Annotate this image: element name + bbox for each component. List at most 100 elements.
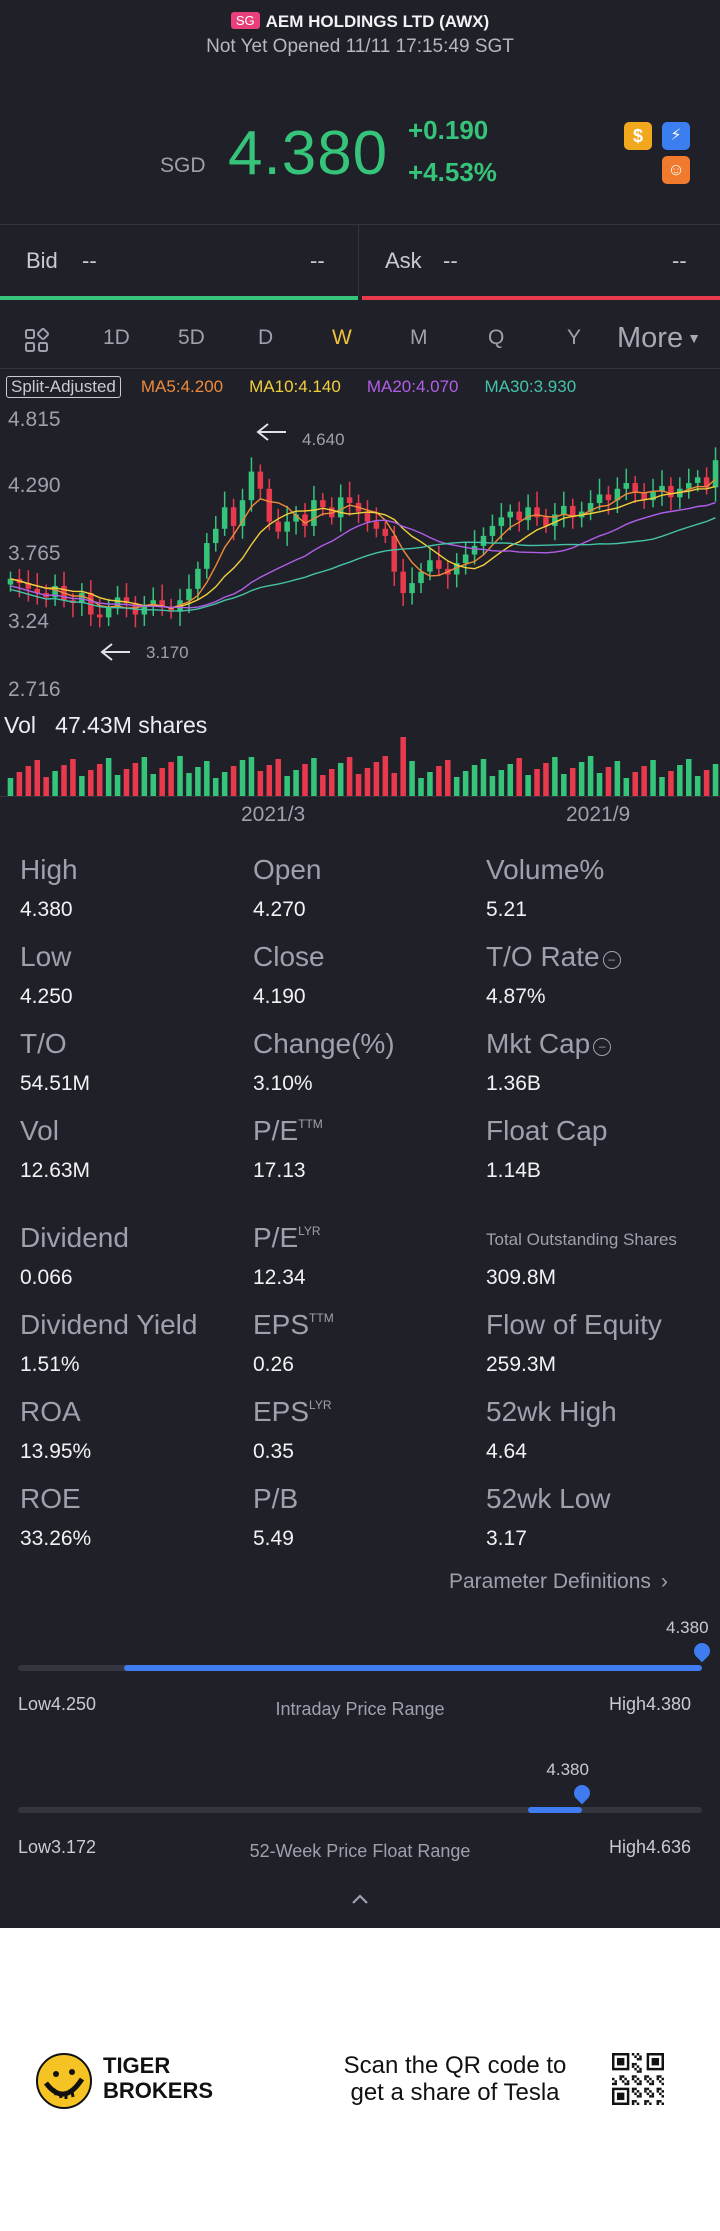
week52-range-fill (527, 1807, 583, 1813)
flash-icon[interactable]: ⚡ (662, 122, 690, 150)
ask-size: -- (672, 248, 687, 273)
week52-marker-icon (571, 1781, 594, 1805)
info-icon[interactable]: – (602, 951, 621, 969)
volume-bar (195, 767, 201, 796)
volume-bar (43, 777, 49, 796)
candle-body (427, 560, 433, 572)
info-icon[interactable]: – (593, 1038, 612, 1056)
tab-5d[interactable]: 5D (178, 326, 205, 349)
tab-m[interactable]: M (410, 326, 428, 349)
eps-lyr-label: EPSLYR (253, 1396, 331, 1428)
eps-sup: TTM (309, 1311, 334, 1325)
volume-bar (105, 758, 112, 796)
divider (358, 225, 359, 297)
volume-bar (266, 765, 273, 796)
tab-w[interactable]: W (332, 326, 352, 349)
candle-body (328, 507, 335, 518)
candle-body (96, 614, 103, 618)
intraday-range-fill (124, 1665, 702, 1671)
candle-body (614, 488, 621, 501)
scan-line: get a share of Tesla (350, 2079, 560, 2106)
change-pct-value: 3.10% (253, 1072, 313, 1095)
candle-body (462, 554, 469, 564)
total-shares-label: Total Outstanding Shares (486, 1230, 677, 1249)
roa-value: 13.95% (20, 1440, 92, 1463)
open-value: 4.270 (253, 898, 306, 921)
candle-body (453, 563, 460, 575)
more-label: More (617, 322, 684, 354)
candlestick-chart[interactable] (0, 398, 720, 798)
mkt-cap-label: Mkt Cap – (486, 1028, 612, 1060)
high-mark-label: 4.640 (302, 430, 345, 449)
volume-bar (346, 757, 353, 796)
tab-1d[interactable]: 1D (103, 326, 130, 349)
candle-body (212, 528, 219, 544)
roe-label: ROE (20, 1483, 81, 1514)
currency-label: SGD (160, 154, 206, 177)
volume-bar (445, 760, 451, 796)
ma20-line (10, 501, 716, 609)
high-label: High (20, 854, 78, 885)
candle-body (311, 500, 317, 526)
dollar-icon[interactable]: $ (624, 122, 652, 150)
candle-body (168, 607, 174, 612)
candle-body (650, 491, 656, 501)
volume-bar (355, 774, 362, 796)
pe-lyr-value: 12.34 (253, 1266, 306, 1289)
volume-bar (400, 737, 406, 796)
candle-body (114, 597, 121, 608)
bid-bar (0, 296, 358, 300)
low-marker (100, 643, 130, 661)
candle-body (552, 514, 558, 526)
stock-title: SG AEM HOLDINGS LTD (AWX) (0, 12, 720, 32)
bid-size: -- (310, 248, 325, 273)
candle-body (525, 507, 531, 521)
tab-more[interactable]: More ▼ (617, 318, 701, 358)
week52-range-track (18, 1807, 702, 1813)
split-adjusted-toggle[interactable]: Split-Adjusted (6, 376, 121, 398)
divider (0, 368, 720, 369)
volume-bar (650, 760, 656, 796)
volume-bar (79, 776, 85, 796)
candle-body (302, 514, 308, 526)
volume-bar (284, 776, 290, 796)
volume-label: Vol 47.43M shares (4, 712, 207, 739)
roa-label: ROA (20, 1396, 81, 1427)
market-status: Not Yet Opened 11/11 17:15:49 SGT (206, 36, 514, 57)
collapse-chevron-icon[interactable] (349, 1888, 371, 1910)
volume-bar (552, 757, 558, 796)
pe-text: P/E (253, 1115, 299, 1146)
tab-q[interactable]: Q (488, 326, 505, 349)
eps-ttm-value: 0.26 (253, 1353, 294, 1376)
parameter-definitions-link[interactable]: Parameter Definitions › (449, 1570, 668, 1594)
candle-body (204, 543, 210, 569)
candle-body (7, 578, 14, 585)
volume-bar (561, 774, 567, 796)
volume-bar (230, 766, 237, 796)
volume-bar (221, 772, 228, 796)
to-value: 54.51M (20, 1072, 91, 1095)
volume-bar (373, 762, 380, 796)
y-tick-label: 3.24 (8, 610, 49, 633)
tab-d[interactable]: D (258, 326, 274, 349)
y-tick-label: 2.716 (8, 678, 61, 701)
eps-ttm-label: EPSTTM (253, 1309, 334, 1341)
volume-bar (453, 777, 460, 796)
candle-body (507, 511, 514, 518)
candle-body (694, 477, 701, 484)
tab-y[interactable]: Y (567, 326, 582, 349)
vol-stat-label: Vol (20, 1115, 59, 1146)
date-label: 2021/9 (566, 803, 631, 826)
candle-body (52, 585, 58, 598)
candle-body (346, 497, 353, 504)
volume-bar (293, 770, 299, 796)
tiger-icon[interactable]: ☺ (662, 156, 690, 184)
volume-bar (168, 762, 174, 796)
candle-body (34, 588, 41, 594)
volume-bar (668, 771, 674, 796)
grid-icon[interactable] (24, 328, 50, 354)
candle-body (561, 505, 567, 515)
dividend-label: Dividend (20, 1222, 129, 1253)
week52-low: Low3.172 (18, 1837, 97, 1857)
low-value: 4.250 (20, 985, 73, 1008)
